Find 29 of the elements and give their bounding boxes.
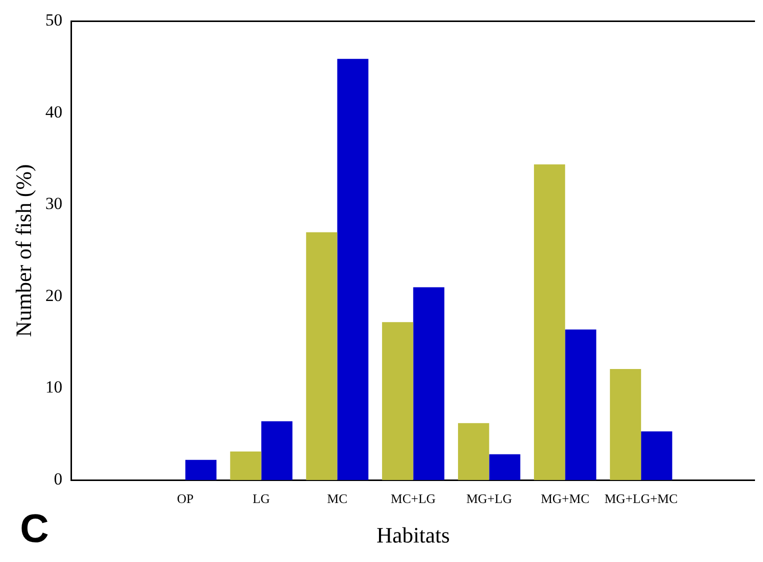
bar xyxy=(337,58,368,480)
x-tick-label: MG+LG+MC xyxy=(604,491,678,506)
x-tick-label: MC+LG xyxy=(390,491,436,506)
bar xyxy=(534,164,566,480)
x-tick-label: LG xyxy=(252,491,270,506)
bar xyxy=(641,431,672,480)
x-tick-label: OP xyxy=(177,491,194,506)
bar xyxy=(185,460,216,480)
y-tick-label: 10 xyxy=(45,378,62,397)
bar xyxy=(458,423,490,480)
bar xyxy=(230,452,262,480)
bar xyxy=(261,421,292,480)
bar xyxy=(306,232,338,480)
y-tick-label: 50 xyxy=(45,10,62,30)
x-tick-label: MG+LG xyxy=(466,491,512,506)
bar xyxy=(413,287,444,480)
y-tick-label: 30 xyxy=(45,194,62,214)
y-tick-label: 40 xyxy=(45,102,62,122)
x-axis-title: Habitats xyxy=(376,522,450,548)
y-axis-title: Number of fish (%) xyxy=(10,164,36,338)
bar xyxy=(382,322,414,480)
x-tick-label: MG+MC xyxy=(540,491,590,506)
bar xyxy=(610,368,642,480)
y-tick-label: 0 xyxy=(54,469,62,488)
y-tick-label: 20 xyxy=(45,286,62,305)
bar xyxy=(565,330,596,480)
bar xyxy=(489,454,520,480)
x-tick-label: MC xyxy=(327,491,348,506)
text: C xyxy=(20,507,49,551)
